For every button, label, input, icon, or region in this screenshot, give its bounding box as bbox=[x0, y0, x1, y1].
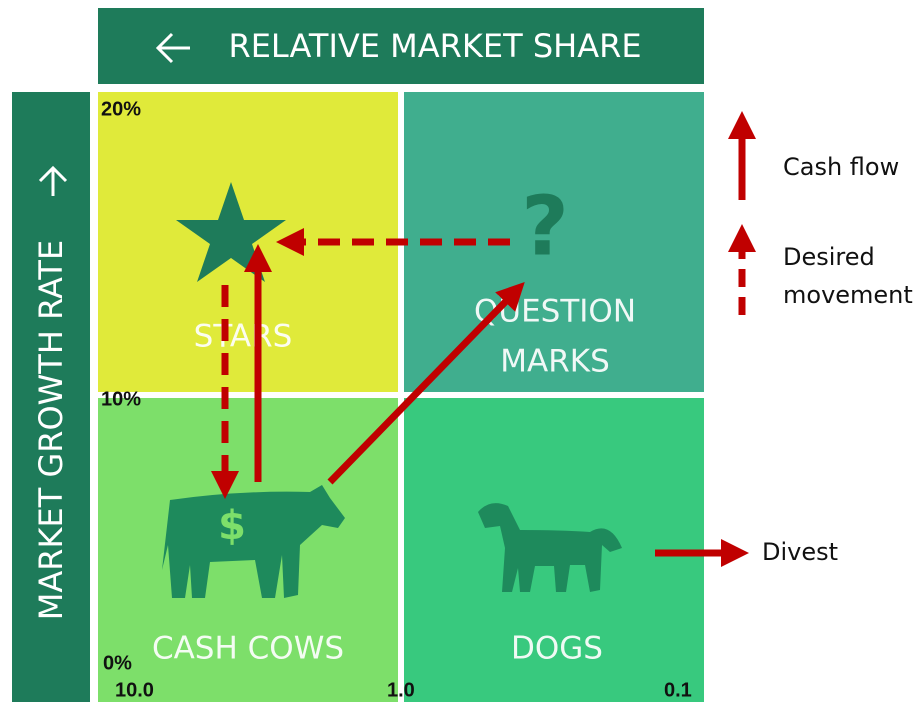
x-label: 0.1 bbox=[664, 679, 692, 701]
question-icon: ? bbox=[521, 179, 569, 274]
x-label: 1.0 bbox=[387, 679, 415, 701]
y-label: 20% bbox=[101, 98, 141, 120]
dogs-label: DOGS bbox=[511, 631, 603, 667]
x-label: 10.0 bbox=[115, 679, 154, 701]
header-arrow bbox=[155, 32, 190, 64]
question-label: MARKS bbox=[500, 344, 610, 380]
header-title: RELATIVE MARKET SHARE bbox=[228, 27, 641, 65]
legend-cash-flow: Cash flow bbox=[783, 153, 899, 181]
cow-dollar: $ bbox=[218, 503, 246, 549]
stars-label: STARS bbox=[194, 319, 293, 355]
dog-icon bbox=[478, 503, 622, 592]
cows-label: CASH COWS bbox=[152, 631, 344, 667]
legend-desired: Desired bbox=[783, 243, 875, 271]
y-label: 0% bbox=[103, 652, 132, 674]
side-banner bbox=[12, 92, 90, 702]
y-label: 10% bbox=[101, 388, 141, 410]
divest-label: Divest bbox=[762, 538, 838, 566]
side-arrow bbox=[38, 165, 68, 196]
cow-icon bbox=[162, 485, 345, 598]
legend-desired: movement bbox=[783, 281, 913, 309]
header-banner bbox=[98, 8, 704, 84]
cash-arrow bbox=[327, 281, 525, 485]
side-title: MARKET GROWTH RATE bbox=[32, 240, 70, 620]
star-icon bbox=[176, 182, 286, 282]
